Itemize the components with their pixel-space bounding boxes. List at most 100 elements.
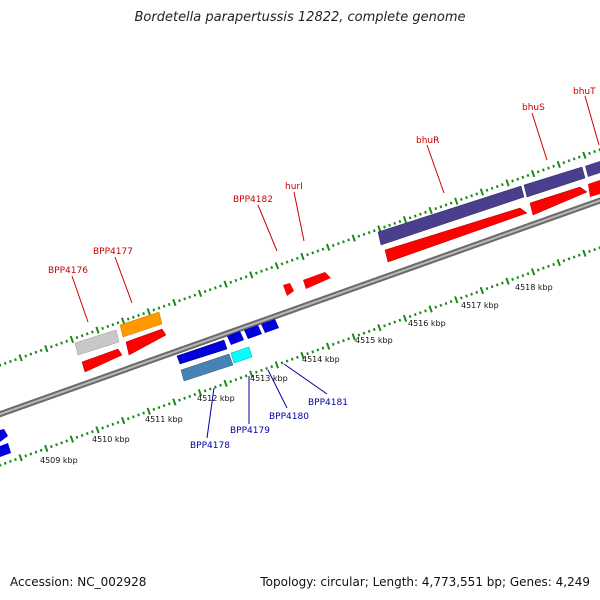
upper-minor-tick — [137, 313, 140, 317]
lower-minor-tick — [434, 305, 438, 309]
upper-minor-tick — [29, 352, 33, 356]
lower-minor-tick — [157, 405, 161, 410]
upper-minor-tick — [142, 312, 146, 316]
upper-minor-tick — [90, 330, 94, 334]
gene-bpp4177-forward[interactable] — [125, 328, 167, 356]
reverse-genes — [0, 319, 279, 457]
lower-minor-tick — [444, 301, 448, 306]
gene-label-bpp4179[interactable]: BPP4179 — [230, 426, 270, 436]
gene-label-bhut[interactable]: bhuT — [573, 87, 596, 97]
upper-minor-tick — [65, 339, 69, 343]
lower-minor-tick — [34, 450, 38, 454]
upper-minor-tick — [541, 168, 545, 172]
gene-label-bpp4182[interactable]: BPP4182 — [233, 195, 273, 205]
gene-blue-mid-1[interactable] — [227, 331, 244, 345]
upper-minor-tick — [167, 302, 171, 306]
upper-minor-tick — [311, 251, 315, 255]
kbp-label: 4512 kbp — [197, 394, 235, 403]
lower-minor-tick — [285, 359, 289, 363]
upper-minor-tick — [295, 256, 299, 260]
gene-label-bpp4181[interactable]: BPP4181 — [308, 398, 348, 408]
gene-bpp4176[interactable] — [74, 329, 120, 356]
gene-bhuR[interactable] — [377, 185, 525, 246]
gene-label-bpp4178[interactable]: BPP4178 — [190, 441, 230, 451]
upper-minor-tick — [490, 186, 494, 190]
upper-minor-tick — [106, 324, 110, 329]
gene-bpp4180[interactable] — [230, 346, 253, 364]
lower-minor-tick — [85, 431, 89, 436]
lower-minor-tick — [552, 262, 556, 267]
gene-blue-left[interactable] — [0, 429, 8, 442]
upper-minor-tick — [367, 230, 371, 235]
gene-label-huri[interactable]: hurI — [285, 182, 303, 192]
lower-minor-tick — [511, 277, 515, 281]
lower-minor-tick — [495, 283, 499, 287]
lower-minor-tick — [213, 385, 217, 389]
upper-minor-tick — [157, 306, 161, 310]
upper-minor-tick — [265, 267, 269, 271]
lower-minor-tick — [239, 376, 243, 380]
lower-minor-tick — [321, 346, 325, 350]
gene-label-bpp4180[interactable]: BPP4180 — [269, 412, 309, 422]
gene-bpp4178[interactable] — [176, 339, 228, 365]
gene-label-bpp4177[interactable]: BPP4177 — [93, 247, 133, 257]
gene-bhuT-forward[interactable] — [588, 180, 600, 197]
upper-major-tick — [582, 151, 587, 159]
gene-bpp4179[interactable] — [180, 353, 234, 382]
kbp-label: 4517 kbp — [461, 301, 499, 310]
upper-minor-tick — [55, 343, 58, 347]
gene-label-bhur[interactable]: bhuR — [416, 136, 439, 146]
gene-blue-mid-2[interactable] — [244, 325, 262, 339]
lower-minor-tick — [295, 355, 299, 359]
lower-minor-tick — [29, 452, 33, 456]
lower-major-tick — [223, 379, 228, 388]
gene-bhuT[interactable] — [585, 161, 600, 177]
upper-minor-tick — [567, 159, 571, 163]
lower-major-tick — [300, 351, 305, 360]
lower-minor-tick — [270, 365, 274, 369]
upper-major-tick — [274, 262, 279, 270]
upper-minor-tick — [14, 358, 17, 362]
gene-label-bhus[interactable]: bhuS — [522, 103, 545, 113]
upper-major-tick — [197, 289, 203, 297]
lower-minor-tick — [111, 422, 115, 426]
upper-minor-tick — [562, 161, 566, 165]
lower-minor-tick — [116, 420, 120, 424]
lower-minor-tick — [367, 329, 371, 333]
upper-major-tick — [44, 344, 49, 353]
lower-major-tick — [479, 286, 485, 295]
gene-bhuS-forward[interactable] — [529, 186, 588, 216]
kbp-labels: 4509 kbp 4510 kbp 4511 kbp 4512 kbp 4513… — [40, 283, 553, 465]
lower-minor-tick — [577, 253, 581, 257]
gene-bhuS[interactable] — [523, 166, 586, 198]
gene-label-bpp4176[interactable]: BPP4176 — [48, 266, 88, 276]
gene-bhuR-forward[interactable] — [384, 207, 528, 263]
lower-major-tick — [530, 268, 536, 276]
lower-major-tick — [197, 389, 203, 397]
lower-minor-tick — [470, 292, 474, 296]
gene-hurI-forward[interactable] — [303, 272, 331, 289]
lower-minor-tick — [465, 294, 468, 298]
upper-minor-tick — [577, 155, 581, 159]
upper-minor-tick — [516, 177, 520, 181]
lower-minor-tick — [106, 424, 110, 428]
upper-minor-tick — [470, 194, 474, 198]
gene-blue-mid-3[interactable] — [261, 319, 279, 333]
gene-small-1[interactable] — [283, 283, 294, 296]
lower-minor-tick — [208, 387, 212, 391]
lower-minor-tick — [219, 383, 222, 387]
upper-minor-tick — [239, 277, 243, 281]
upper-minor-tick — [24, 354, 28, 358]
genome-backbone — [0, 197, 600, 418]
upper-major-tick — [146, 308, 151, 316]
lower-major-tick — [582, 249, 587, 257]
gene-bpp4176-forward[interactable] — [81, 348, 123, 373]
gene-blue-left-2[interactable] — [0, 443, 11, 457]
lower-minor-tick — [439, 303, 443, 307]
gene-bpp4177[interactable] — [119, 311, 163, 338]
lower-minor-tick — [485, 287, 489, 291]
lower-minor-tick — [306, 352, 310, 356]
upper-minor-tick — [547, 166, 550, 170]
kbp-label: 4514 kbp — [302, 355, 340, 364]
lower-minor-tick — [14, 458, 17, 462]
